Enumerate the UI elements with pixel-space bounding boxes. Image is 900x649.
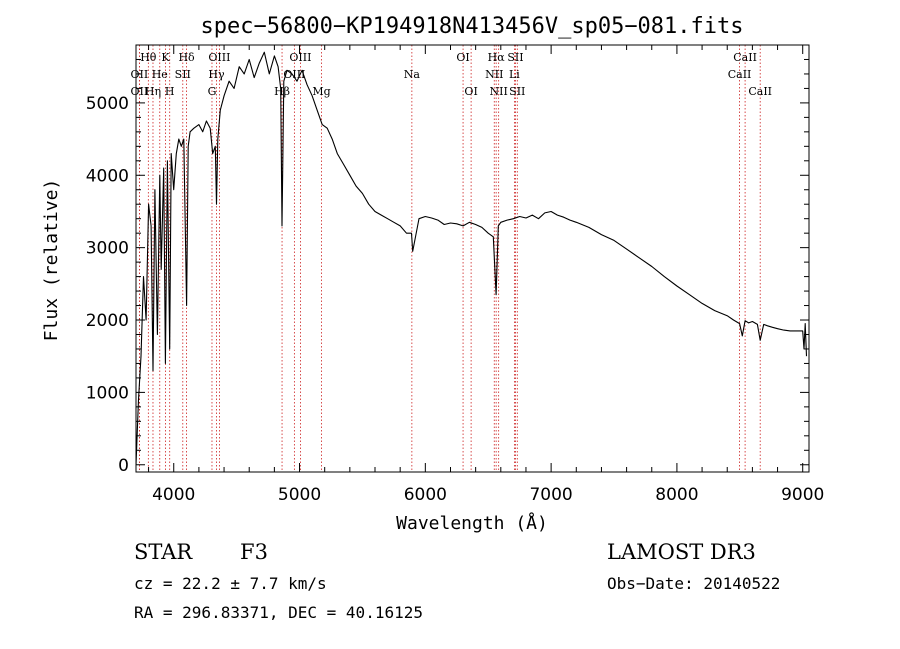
spectral-line-label: SII — [175, 68, 191, 81]
x-tick-label: 4000 — [152, 485, 195, 505]
x-tick-label: 7000 — [529, 485, 572, 505]
survey-name: LAMOST DR3 — [607, 540, 756, 564]
object-subclass-label: F3 — [240, 540, 268, 564]
spectral-line-label: He — [152, 68, 168, 81]
spectral-line-label: Na — [404, 68, 421, 81]
spectral-line-label: Mg — [312, 85, 330, 98]
object-class-label: STAR — [134, 540, 193, 564]
spectral-line-label: CaII — [733, 51, 757, 64]
spectral-line-label: CaII — [728, 68, 752, 81]
observation-date: Obs−Date: 20140522 — [607, 574, 781, 593]
spectral-lines-layer — [138, 45, 761, 472]
spectral-line-label: OIII — [208, 51, 230, 64]
spectral-line-label: Hη — [145, 85, 161, 98]
redshift-readout: cz = 22.2 ± 7.7 km/s — [134, 574, 327, 593]
x-axis-label: Wavelength (Å) — [396, 512, 548, 534]
y-tick-label: 3000 — [86, 239, 129, 259]
spectral-line-label: SII — [509, 85, 525, 98]
spectrum-layer — [136, 51, 808, 465]
plot-frame — [135, 44, 810, 473]
spectral-line-label: Hδ — [178, 51, 195, 64]
spectral-line-label: Hβ — [274, 85, 290, 98]
x-tick-label: 8000 — [655, 485, 698, 505]
x-tick-label: 5000 — [278, 485, 321, 505]
spectrum-series-flux — [136, 51, 808, 465]
coordinates-readout: RA = 296.83371, DEC = 40.16125 — [134, 603, 423, 622]
spectral-line-label: Hα — [488, 51, 506, 64]
spectral-line-label: SII — [507, 51, 523, 64]
spectral-line-label: CaII — [748, 85, 772, 98]
y-tick-label: 0 — [118, 456, 129, 476]
spectral-line-label: Hθ — [140, 51, 157, 64]
y-tick-label: 5000 — [86, 94, 129, 114]
axis-ticks-layer: 4000 5000 6000 7000 8000 9000 0 1000 2000 3000 400… — [86, 45, 824, 505]
spectral-line-label: OIII — [289, 51, 311, 64]
spectral-line-label: OII — [131, 85, 149, 98]
spectral-line-label: OI — [464, 85, 477, 98]
y-tick-label: 2000 — [86, 311, 129, 331]
spectral-line-label: G — [208, 85, 217, 98]
spectral-line-label: Hγ — [208, 68, 225, 81]
chart-title: spec−56800−KP194918N413456V_sp05−081.fit… — [200, 14, 743, 39]
y-tick-label: 4000 — [86, 166, 129, 186]
spectral-line-label: NII — [485, 68, 503, 81]
spectral-line-label: OIII — [283, 68, 305, 81]
spectral-line-label: H — [165, 85, 175, 98]
spectral-line-label: Li — [509, 68, 520, 81]
spectral-line-label: K — [161, 51, 170, 64]
x-tick-label: 6000 — [404, 485, 447, 505]
x-tick-label: 9000 — [781, 485, 824, 505]
spectral-line-label: OII — [131, 68, 149, 81]
spectral-line-label: NII — [490, 85, 508, 98]
spectral-line-label: OI — [456, 51, 469, 64]
y-axis-label: Flux (relative) — [41, 179, 62, 342]
y-tick-label: 1000 — [86, 383, 129, 403]
